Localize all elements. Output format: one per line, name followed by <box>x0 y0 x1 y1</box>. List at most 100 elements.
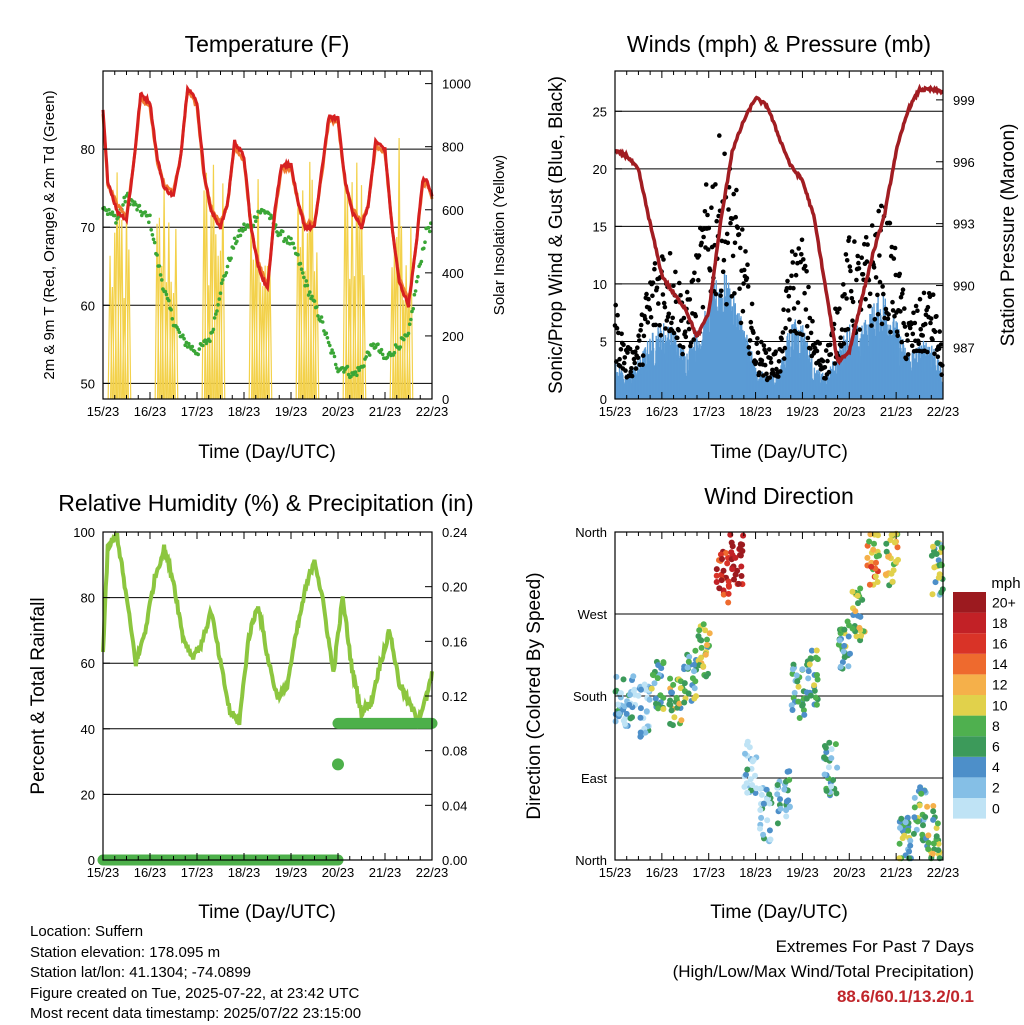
wind-gust-point <box>786 293 792 299</box>
direction-point <box>789 666 796 673</box>
direction-point <box>671 714 678 721</box>
wind-gust-point <box>835 310 840 315</box>
dewpoint-point <box>362 364 366 368</box>
wind-gust-point <box>787 317 792 322</box>
dewpoint-point <box>353 370 358 374</box>
dewpoint-point <box>330 348 334 352</box>
direction-point <box>667 697 674 704</box>
dewpoint-point <box>176 327 180 332</box>
dewpoint-point <box>299 267 304 272</box>
wind-gust-point <box>638 322 644 328</box>
wind-gust-point <box>747 351 752 357</box>
direction-point <box>841 642 848 649</box>
direction-point <box>638 686 644 693</box>
wind-gust-point <box>845 326 851 332</box>
wind-gust-point <box>867 291 873 297</box>
dewpoint-point <box>413 289 418 293</box>
direction-point <box>744 766 751 773</box>
direction-point <box>920 822 926 829</box>
direction-point <box>917 784 924 791</box>
direction-point <box>858 632 865 639</box>
direction-point <box>614 701 621 708</box>
dewpoint-point <box>231 246 236 250</box>
direction-ylabel-left: Direction (Colored By Speed) <box>524 572 545 819</box>
dewpoint-point <box>409 317 413 322</box>
direction-xtick-label: 20/23 <box>833 865 866 880</box>
wind-gust-point <box>740 308 746 314</box>
wind-gust-point <box>690 277 696 283</box>
wind-gust-point <box>683 334 689 340</box>
wind-gust-point <box>693 313 698 319</box>
direction-point <box>845 633 852 640</box>
wind-gust-point <box>764 371 769 377</box>
humidity-ylabel-left: Percent & Total Rainfall <box>28 597 49 794</box>
temperature-ytick-label: 50 <box>81 376 95 391</box>
direction-point <box>930 808 937 815</box>
direction-point <box>795 698 802 705</box>
direction-point <box>692 647 699 654</box>
direction-point <box>717 551 724 558</box>
direction-point <box>841 626 848 633</box>
direction-point <box>691 685 698 692</box>
direction-point <box>806 661 813 668</box>
direction-point <box>732 554 739 561</box>
direction-point <box>760 831 767 838</box>
wind-gust-point <box>928 320 933 326</box>
dewpoint-point <box>187 341 191 346</box>
direction-point <box>933 551 940 557</box>
wind-gust-point <box>678 293 683 298</box>
wind-gust-point <box>686 326 692 332</box>
direction-point <box>764 796 771 803</box>
wind-gust-point <box>783 325 788 331</box>
direction-point <box>757 785 764 792</box>
direction-point <box>752 772 758 779</box>
direction-point <box>839 659 846 666</box>
direction-point <box>796 715 803 721</box>
dewpoint-point <box>232 236 237 241</box>
temperature-xtick-label: 21/23 <box>369 404 402 419</box>
dewpoint-point <box>306 293 311 297</box>
wind-gust-point <box>838 335 843 341</box>
wind-gust-point <box>817 341 822 346</box>
wind-gust-point <box>661 300 667 306</box>
wind-gust-point <box>879 321 885 327</box>
humidity-xtick-label: 15/23 <box>87 865 120 880</box>
wind-gust-point <box>650 280 656 286</box>
wind-gust-point <box>719 288 724 294</box>
direction-point <box>658 665 665 672</box>
dewpoint-point <box>325 336 330 340</box>
wind-gust-point <box>826 369 832 375</box>
wind-gust-point <box>705 212 710 218</box>
wind-gust-point <box>779 336 784 342</box>
wind-gust-point <box>637 338 642 343</box>
direction-point <box>901 832 908 839</box>
extremes-values: 88.6/60.1/13.2/0.1 <box>836 987 974 1006</box>
direction-point <box>793 672 800 679</box>
wind-gust-point <box>912 320 918 326</box>
wind-gust-point <box>797 319 802 325</box>
wind-gust-point <box>732 291 737 296</box>
direction-point <box>913 826 920 833</box>
wind-gust-point <box>714 218 719 224</box>
colorbar-label: 8 <box>992 718 1000 734</box>
direction-point <box>752 790 759 796</box>
direction-xtick-label: 19/23 <box>786 865 819 880</box>
wind-gust-point <box>767 375 773 380</box>
direction-point <box>757 825 763 832</box>
dewpoint-point <box>190 344 195 349</box>
dewpoint-point <box>229 256 233 261</box>
dewpoint-point <box>416 274 420 279</box>
wind-gust-point <box>617 356 622 362</box>
wind-gust-point <box>773 349 778 355</box>
direction-point <box>786 776 793 783</box>
wind-gust-point <box>670 315 675 321</box>
wind-gust-point <box>673 299 679 305</box>
temperature-xtick-label: 22/23 <box>416 404 449 419</box>
dewpoint-point <box>312 299 317 303</box>
direction-point <box>621 721 628 727</box>
winds-ytick-right-label: 993 <box>953 217 975 232</box>
direction-point <box>684 664 691 671</box>
wind-gust-point <box>802 263 808 269</box>
dewpoint-point <box>211 327 216 332</box>
wind-gust-point <box>886 312 891 317</box>
